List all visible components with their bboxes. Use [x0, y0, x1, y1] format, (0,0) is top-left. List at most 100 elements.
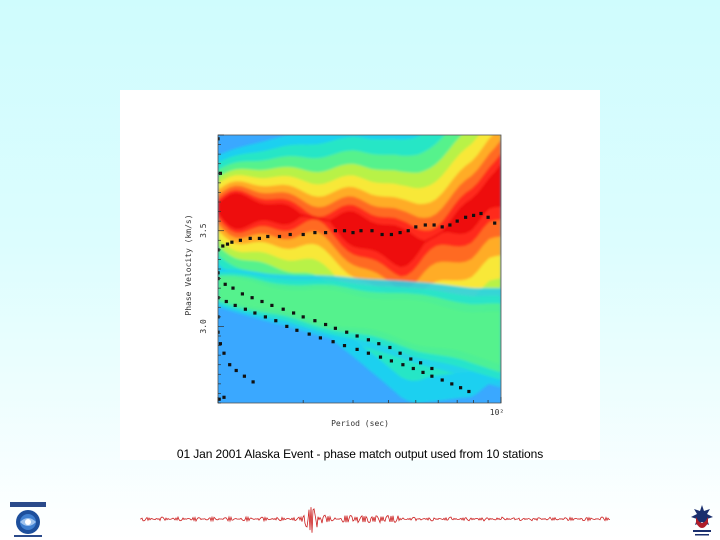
data-point: [301, 315, 305, 319]
data-point: [345, 330, 349, 334]
data-point: [486, 215, 490, 219]
data-point: [333, 229, 337, 233]
data-point: [401, 363, 405, 367]
data-point: [448, 223, 452, 227]
seismogram-decoration: [140, 507, 610, 533]
data-point: [366, 338, 370, 342]
data-point: [398, 351, 402, 355]
data-point: [351, 231, 355, 235]
data-point: [251, 380, 255, 384]
data-point: [218, 397, 221, 401]
phase-velocity-chart: 10² 3.5 3.0 Period (sec) Phase Velocity (k…: [184, 134, 504, 428]
data-point: [248, 236, 252, 240]
data-point: [464, 215, 468, 219]
data-point: [263, 315, 267, 319]
data-point: [253, 311, 257, 315]
seismogram-trace: [140, 507, 610, 533]
data-point: [455, 219, 459, 223]
data-point: [218, 342, 222, 346]
heatmap-band: [218, 163, 501, 268]
data-point: [440, 378, 444, 382]
data-point: [224, 299, 228, 304]
data-point: [242, 374, 246, 378]
data-point: [230, 240, 234, 244]
data-point: [493, 221, 497, 225]
figure-caption: 01 Jan 2001 Alaska Event - phase match o…: [176, 447, 544, 461]
y-tick-label: 3.5: [199, 223, 208, 238]
data-point: [355, 334, 359, 338]
data-point: [238, 238, 242, 242]
data-point: [467, 389, 471, 394]
data-point: [218, 330, 220, 334]
slide-panel: 10² 3.5 3.0 Period (sec) Phase Velocity (k…: [120, 90, 600, 461]
data-point: [295, 328, 299, 332]
data-point: [389, 359, 393, 363]
data-point: [288, 232, 292, 237]
data-point: [419, 361, 423, 365]
data-point: [432, 223, 436, 227]
data-point: [234, 368, 238, 373]
data-point: [440, 225, 444, 229]
data-point: [355, 347, 359, 351]
data-point: [270, 303, 274, 307]
y-axis-label: Phase Velocity (km/s): [184, 214, 193, 315]
heatmap-band: [218, 278, 501, 365]
data-point: [472, 213, 476, 217]
data-point: [389, 232, 393, 237]
data-point: [221, 244, 225, 248]
data-point: [274, 319, 278, 323]
data-point: [378, 355, 383, 359]
data-point: [324, 231, 328, 235]
data-point: [380, 232, 384, 237]
data-point: [342, 344, 347, 348]
data-point: [243, 307, 247, 311]
data-point: [233, 303, 237, 307]
data-point: [333, 326, 337, 330]
data-point: [411, 366, 415, 371]
data-point: [430, 366, 434, 371]
y-tick-label: 3.0: [199, 319, 208, 334]
data-point: [266, 234, 270, 239]
data-point: [423, 223, 427, 227]
data-point: [409, 357, 413, 361]
data-point: [388, 345, 392, 350]
data-point: [414, 225, 418, 229]
data-point: [292, 311, 296, 315]
data-point: [398, 231, 402, 235]
axis-ticks: [217, 134, 502, 404]
data-point: [222, 395, 226, 399]
data-point: [377, 342, 381, 346]
data-point: [313, 231, 317, 235]
data-point: [459, 386, 463, 390]
data-point: [281, 307, 285, 311]
data-point: [218, 137, 220, 141]
data-point: [257, 236, 261, 240]
data-point: [307, 332, 311, 336]
crest-logo-icon: [691, 505, 713, 536]
tick-labels: 10² 3.5 3.0: [199, 223, 504, 417]
data-point: [359, 229, 363, 233]
data-point: [225, 242, 230, 246]
data-point: [301, 232, 305, 237]
data-point: [223, 282, 227, 286]
data-point: [366, 351, 370, 355]
data-point: [285, 324, 289, 328]
data-point: [231, 286, 235, 290]
data-point: [430, 374, 434, 378]
data-point: [313, 319, 317, 323]
data-point: [260, 299, 264, 304]
data-point: [277, 234, 282, 239]
data-point: [318, 336, 322, 340]
x-axis-label: Period (sec): [331, 419, 389, 428]
x-tick-label: 10²: [490, 408, 504, 417]
data-point: [479, 211, 483, 216]
data-point: [222, 351, 226, 355]
data-point: [421, 370, 425, 374]
university-logo-icon: [10, 502, 46, 537]
data-point: [450, 382, 454, 386]
data-point: [218, 271, 220, 275]
data-point: [406, 229, 410, 233]
data-point: [331, 340, 335, 344]
data-point: [250, 296, 254, 300]
heatmap-layer: [218, 135, 501, 403]
